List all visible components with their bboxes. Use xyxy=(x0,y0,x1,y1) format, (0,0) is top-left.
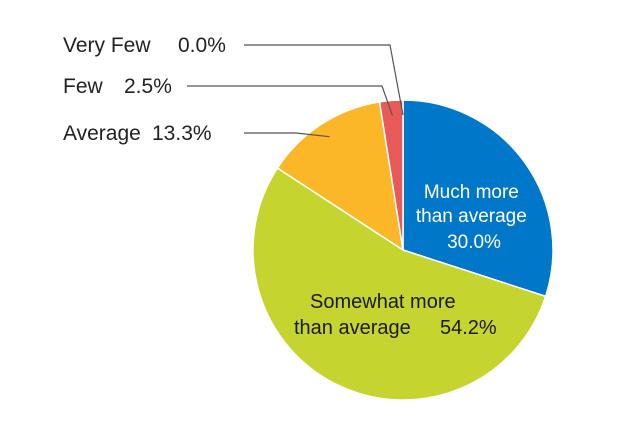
slice-label-very-few-name: Very Few xyxy=(63,34,151,57)
slice-label-much-more-line2: than average xyxy=(416,206,527,227)
slice-label-somewhat-more-line2: than average xyxy=(294,317,411,339)
leader-lines-layer xyxy=(187,44,404,138)
leader-line-few xyxy=(187,85,393,116)
slice-value-somewhat-more: 54.2% xyxy=(440,317,497,339)
slice-value-few: 2.5% xyxy=(124,75,172,98)
pie-slice-few xyxy=(378,99,404,251)
pie-slice-somewhat-more xyxy=(252,167,547,401)
slice-label-few-name: Few xyxy=(63,75,104,98)
slices-layer xyxy=(252,99,554,401)
slice-value-much-more: 30.0% xyxy=(447,232,501,253)
slice-label-average: Average 13.3% xyxy=(63,122,212,145)
slice-label-somewhat-more-line1: Somewhat more xyxy=(310,291,456,313)
leader-line-very-few xyxy=(244,44,404,116)
slice-label-somewhat-more: Somewhat more than average 54.2% xyxy=(294,291,497,339)
slice-label-few: Few 2.5% xyxy=(63,75,172,98)
slice-label-very-few: Very Few 0.0% xyxy=(63,34,226,57)
slice-value-very-few: 0.0% xyxy=(178,34,226,57)
slice-value-average: 13.3% xyxy=(152,122,212,145)
slice-label-much-more: Much more than average 30.0% xyxy=(416,182,532,253)
pie-slice-much-more xyxy=(402,99,554,298)
slice-label-much-more-line1: Much more xyxy=(424,182,519,203)
pie-slice-average xyxy=(276,100,405,252)
leader-line-average xyxy=(244,132,330,138)
slice-label-average-name: Average xyxy=(63,122,141,145)
